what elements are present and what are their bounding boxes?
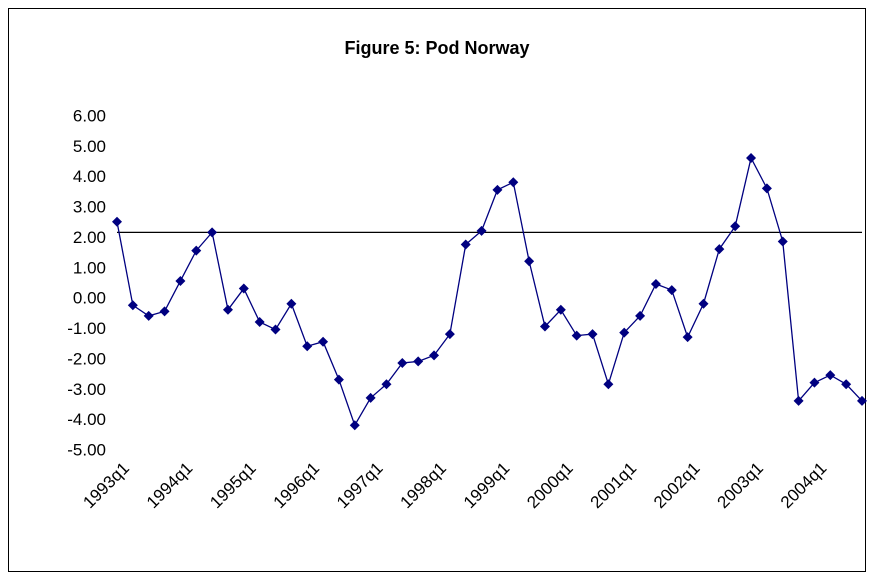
y-tick-label: 6.00 <box>73 106 106 125</box>
data-point <box>841 379 852 390</box>
data-point <box>698 298 709 309</box>
data-point <box>349 420 360 431</box>
data-point <box>809 377 820 388</box>
data-point <box>539 321 550 332</box>
data-point <box>318 336 329 347</box>
data-point <box>635 310 646 321</box>
data-point <box>143 310 154 321</box>
data-point <box>381 379 392 390</box>
data-point <box>857 395 867 406</box>
data-point <box>492 184 503 195</box>
data-point <box>730 221 741 232</box>
chart-title: Figure 5: Pod Norway <box>344 38 529 58</box>
data-point <box>793 395 804 406</box>
data-point <box>825 370 836 381</box>
data-point <box>413 356 424 367</box>
data-point <box>238 283 249 294</box>
data-point <box>270 324 281 335</box>
chart-border <box>8 8 866 572</box>
data-point <box>571 330 582 341</box>
data-point <box>333 374 344 385</box>
data-point <box>476 225 487 236</box>
data-point <box>650 279 661 289</box>
data-point <box>460 239 471 250</box>
data-point <box>254 316 265 327</box>
y-tick-label: 0.00 <box>73 289 106 308</box>
data-point <box>603 379 614 390</box>
data-point <box>191 245 202 256</box>
y-tick-label: 1.00 <box>73 258 106 277</box>
y-tick-label: -4.00 <box>67 410 106 429</box>
data-point <box>714 244 725 255</box>
data-point <box>746 152 757 163</box>
y-tick-label: -2.00 <box>67 349 106 368</box>
data-point <box>365 392 376 403</box>
data-point <box>127 300 138 311</box>
data-point <box>508 177 519 188</box>
data-point <box>429 350 440 361</box>
data-point <box>587 329 598 340</box>
data-point <box>444 329 455 340</box>
series-line <box>116 156 863 427</box>
y-tick-label: -1.00 <box>67 319 106 338</box>
data-point <box>222 304 233 315</box>
data-point <box>761 183 772 194</box>
data-point <box>555 304 566 315</box>
y-tick-label: -3.00 <box>67 380 106 399</box>
data-point <box>619 327 630 338</box>
data-point <box>682 332 693 343</box>
data-point <box>777 236 788 247</box>
y-tick-label: 4.00 <box>73 167 106 186</box>
data-point <box>175 275 186 286</box>
data-point <box>524 256 535 267</box>
data-point <box>207 227 218 238</box>
y-tick-label: 2.00 <box>73 228 106 247</box>
data-point <box>302 341 313 352</box>
y-tick-label: 5.00 <box>73 137 106 156</box>
data-point <box>112 216 122 227</box>
data-point <box>159 306 170 317</box>
y-tick-label: 3.00 <box>73 198 106 217</box>
data-point <box>397 357 408 368</box>
data-point <box>286 298 297 309</box>
data-point <box>666 285 677 296</box>
y-tick-label: -5.00 <box>67 440 106 459</box>
